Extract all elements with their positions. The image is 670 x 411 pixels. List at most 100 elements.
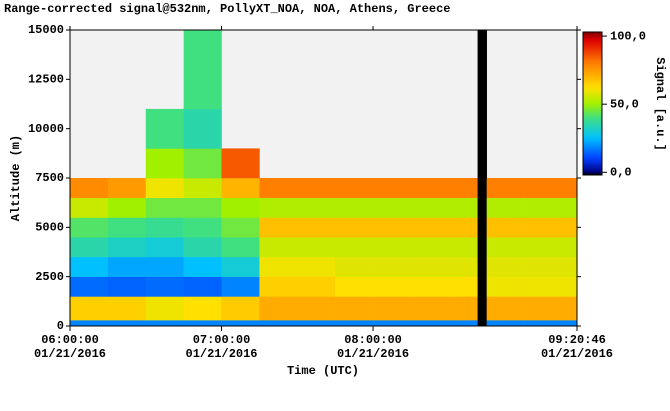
- heatmap-cell: [335, 197, 374, 218]
- heatmap-cell: [145, 108, 184, 149]
- y-tick-label: 2500: [35, 270, 64, 284]
- heatmap-cell: [145, 237, 184, 258]
- heatmap-cell: [486, 320, 525, 327]
- heatmap-cell: [107, 320, 147, 327]
- heatmap-cell: [448, 320, 478, 327]
- heatmap-cell: [221, 276, 260, 297]
- heatmap-cell: [107, 296, 147, 321]
- heatmap-cell: [373, 178, 412, 199]
- heatmap-cell: [562, 256, 578, 277]
- heatmap-cell: [477, 320, 487, 327]
- heatmap-cell: [524, 197, 563, 218]
- heatmap-cell: [486, 256, 525, 277]
- heatmap-cell: [410, 256, 450, 277]
- heatmap-cell: [448, 197, 478, 218]
- heatmap-cell: [183, 30, 222, 110]
- heatmap-cell: [183, 178, 222, 199]
- heatmap-cell: [410, 217, 450, 238]
- heatmap-cell: [70, 237, 109, 258]
- heatmap-cell: [477, 237, 487, 258]
- heatmap-cell: [70, 256, 109, 277]
- heatmap-cell: [562, 276, 578, 297]
- heatmap-cell: [297, 217, 336, 238]
- heatmap-cell: [524, 296, 563, 321]
- heatmap-cell: [335, 276, 374, 297]
- heatmap-cell: [335, 237, 374, 258]
- heatmap-cell: [107, 178, 147, 199]
- heatmap-cell: [107, 276, 147, 297]
- heatmap-cell: [221, 320, 260, 327]
- heatmap-cell: [486, 296, 525, 321]
- heatmap-cell: [335, 320, 374, 327]
- x-tick-label: 08:00:00: [344, 333, 402, 347]
- heatmap-cell: [477, 178, 487, 199]
- heatmap-cell: [145, 148, 184, 179]
- y-tick-label: 10000: [28, 122, 64, 136]
- heatmap-cell: [335, 296, 374, 321]
- heatmap-cell: [183, 320, 222, 327]
- heatmap-cell: [562, 296, 578, 321]
- heatmap-cell: [183, 148, 222, 179]
- heatmap-cell: [524, 276, 563, 297]
- heatmap-cell: [486, 237, 525, 258]
- y-tick-label: 12500: [28, 73, 64, 87]
- heatmap-cell: [145, 197, 184, 218]
- heatmap-cell: [524, 217, 563, 238]
- heatmap-cell: [259, 197, 298, 218]
- heatmap-cell: [145, 256, 184, 277]
- heatmap-cell: [221, 256, 260, 277]
- heatmap-cell: [373, 197, 412, 218]
- heatmap-cell: [373, 217, 412, 238]
- heatmap-cell: [70, 178, 109, 199]
- colorbar-tick-label: 50,0: [610, 97, 639, 111]
- x-tick-label: 07:00:00: [193, 333, 251, 347]
- colorbar-tick-label: 0,0: [610, 165, 632, 179]
- heatmap-cell: [524, 237, 563, 258]
- heatmap-cell: [477, 148, 487, 179]
- heatmap-cell: [107, 256, 147, 277]
- heatmap-cell: [562, 320, 578, 327]
- heatmap-cell: [221, 296, 260, 321]
- heatmap-cell: [145, 296, 184, 321]
- heatmap-cell: [183, 197, 222, 218]
- x-tick-date: 01/21/2016: [541, 347, 613, 361]
- colorbar: [582, 31, 603, 176]
- x-tick-label: 06:00:00: [41, 333, 99, 347]
- heatmap-cell: [410, 296, 450, 321]
- colorbar-label: Signal [a.u.]: [653, 57, 667, 151]
- heatmap-cell: [486, 178, 525, 199]
- heatmap-cell: [524, 256, 563, 277]
- heatmap-cell: [477, 197, 487, 218]
- heatmap-cell: [297, 178, 336, 199]
- heatmap-cell: [373, 320, 412, 327]
- heatmap-cell: [107, 237, 147, 258]
- heatmap-cell: [70, 296, 109, 321]
- heatmap-cell: [410, 276, 450, 297]
- heatmap-cell: [259, 276, 298, 297]
- heatmap-cell: [524, 178, 563, 199]
- heatmap-cell: [221, 148, 260, 179]
- heatmap-cell: [221, 178, 260, 199]
- heatmap-cell: [448, 217, 478, 238]
- heatmap-cell: [183, 296, 222, 321]
- heatmap-cell: [70, 276, 109, 297]
- x-tick-date: 01/21/2016: [337, 347, 409, 361]
- heatmap-cell: [297, 237, 336, 258]
- heatmap-cell: [335, 178, 374, 199]
- heatmap-cell: [373, 237, 412, 258]
- heatmap-cell: [297, 256, 336, 277]
- heatmap-cell: [183, 217, 222, 238]
- heatmap-cell: [410, 237, 450, 258]
- heatmap-cell: [335, 217, 374, 238]
- y-tick-label: 7500: [35, 171, 64, 185]
- heatmap-cell: [486, 276, 525, 297]
- chart-title: Range-corrected signal@532nm, PollyXT_NO…: [4, 2, 450, 16]
- heatmap-cell: [183, 237, 222, 258]
- heatmap-cell: [183, 276, 222, 297]
- heatmap-cell: [562, 178, 578, 199]
- heatmap-cell: [297, 296, 336, 321]
- heatmap-cell: [477, 276, 487, 297]
- heatmap-cell: [221, 237, 260, 258]
- heatmap-cell: [524, 320, 563, 327]
- heatmap-cell: [486, 197, 525, 218]
